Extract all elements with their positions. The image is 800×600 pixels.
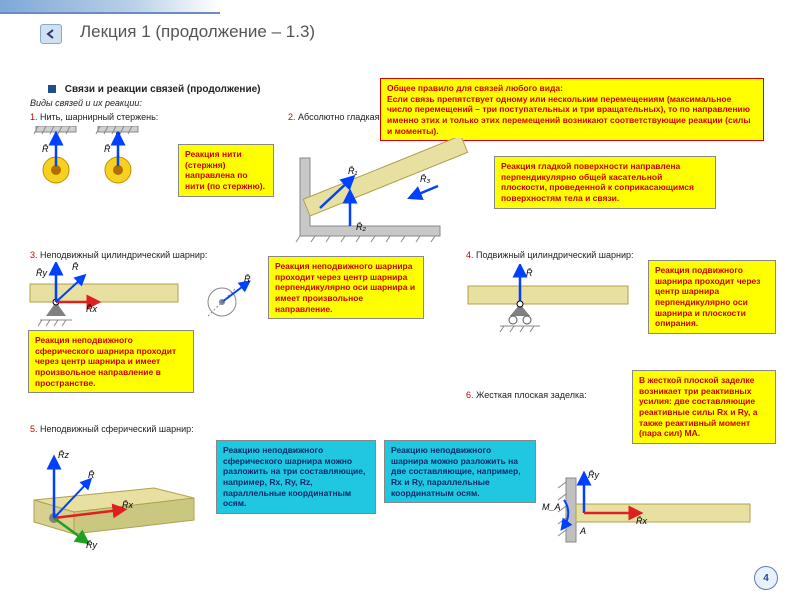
svg-text:R̄y: R̄y [86,540,97,550]
svg-text:R̄₂: R̄₂ [356,222,366,232]
info-box-fixed-sph-hinge-dir: Реакция неподвижного сферического шарнир… [28,330,194,393]
caption-3: 3. Неподвижный цилиндрический шарнир: [30,250,207,260]
svg-text:R̄: R̄ [244,274,251,284]
svg-text:R̄: R̄ [88,470,95,480]
info-box-general-rule: Общее правило для связей любого вида: Ес… [380,78,764,141]
info-box-fixed-cyl-hinge: Реакция неподвижного шарнира проходит че… [268,256,424,319]
page-title: Лекция 1 (продолжение – 1.3) [80,22,315,42]
section-heading-text: Связи и реакции связей (продолжение) [65,84,261,95]
svg-text:R̄x: R̄x [86,304,97,314]
svg-text:R̄x: R̄x [122,500,133,510]
subhead: Виды связей и их реакции: [30,98,142,108]
svg-text:R̄: R̄ [42,144,49,154]
caption-5: 5. Неподвижный сферический шарнир: [30,424,194,434]
info-box-mobile-cyl-hinge: Реакция подвижного шарнира проходит чере… [648,260,776,334]
diagram-fixed-sph-hinge: R̄z R̄x R̄y R̄ [24,440,214,560]
svg-text:R̄y: R̄y [588,470,599,480]
caption-1: 1. Нить, шарнирный стержень: [30,112,158,122]
diagram-mobile-cyl-hinge: R̄ [460,264,640,344]
back-button[interactable] [40,24,62,44]
svg-text:R̄: R̄ [104,144,111,154]
svg-text:R̄: R̄ [72,262,79,272]
info-box-smooth-surface: Реакция гладкой поверхности направлена п… [494,156,716,209]
svg-text:R̄z: R̄z [58,450,69,460]
svg-text:R̄y: R̄y [36,268,47,278]
header-accent [0,0,220,14]
svg-text:M_A: M_A [542,502,561,512]
section-heading: Связи и реакции связей (продолжение) [48,84,260,95]
svg-text:R̄x: R̄x [636,516,647,526]
caption-4: 4. Подвижный цилиндрический шарнир: [466,250,634,260]
square-bullet-icon [48,85,56,93]
chevron-left-icon [46,29,56,39]
diagram-thread-rod: R̄ R̄ [28,126,168,226]
svg-text:R̄₃: R̄₃ [420,174,430,184]
svg-text:R̄₁: R̄₁ [348,166,357,176]
caption-6: 6. Жесткая плоская заделка: [466,390,587,400]
svg-text:R̄: R̄ [526,268,533,278]
diagram-fixed-support: M_A R̄y R̄x A [540,468,760,558]
info-box-sph-hinge-decompose: Реакцию неподвижного сферического шарнир… [216,440,376,514]
page-number: 4 [754,566,778,590]
diagram-fixed-cyl-hinge: R̄y R̄x R̄ R̄ [26,262,256,334]
diagram-smooth-surface: R̄₁ R̄₂ R̄₃ [290,138,490,248]
info-box-cyl-hinge-decompose: Реакцию неподвижного шарнира можно разло… [384,440,536,503]
svg-text:A: A [579,526,586,536]
info-box-fixed-support: В жесткой плоской заделке возникает три … [632,370,776,444]
info-box-thread: Реакция нити (стержня) направлена по нит… [178,144,274,197]
